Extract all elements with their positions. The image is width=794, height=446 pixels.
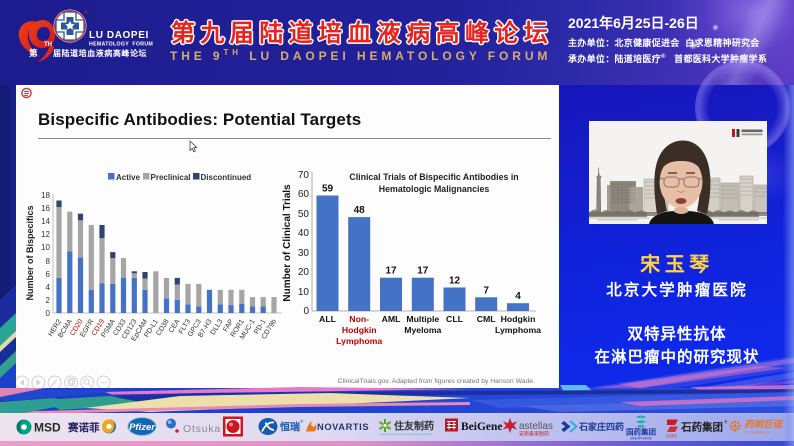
svg-text:石家庄四药: 石家庄四药	[578, 421, 624, 432]
svg-text:Lymphoma: Lymphoma	[336, 336, 382, 346]
svg-text:NOVARTIS: NOVARTIS	[317, 422, 369, 432]
svg-text:18: 18	[41, 191, 50, 200]
svg-text:安斯泰来制药: 安斯泰来制药	[519, 431, 549, 438]
svg-text:住友制药: 住友制药	[394, 420, 434, 433]
svg-text:国药集团: 国药集团	[626, 427, 656, 437]
svg-text:12: 12	[449, 276, 461, 287]
svg-text:70: 70	[298, 170, 310, 181]
svg-text:Active: Active	[116, 173, 141, 182]
svg-text:4: 4	[46, 283, 51, 292]
svg-text:10: 10	[41, 243, 50, 252]
svg-text:届陆道培血液病高峰论坛: 届陆道培血液病高峰论坛	[53, 48, 147, 58]
svg-text:0: 0	[46, 309, 51, 318]
svg-text:Myeloma: Myeloma	[404, 325, 441, 335]
svg-text:Preclinical: Preclinical	[151, 173, 191, 182]
svg-text:Clinical Trials of Bispecific: Clinical Trials of Bispecific Antibodies…	[349, 172, 518, 182]
svg-text:17: 17	[417, 266, 429, 277]
svg-text:16: 16	[41, 204, 50, 213]
svg-text:药明巨诺: 药明巨诺	[744, 419, 785, 431]
svg-text:Multiple: Multiple	[406, 314, 439, 324]
svg-text:Hodgkin: Hodgkin	[501, 314, 536, 324]
svg-text:MSD: MSD	[34, 421, 61, 435]
svg-text:JW Therapeutics: JW Therapeutics	[744, 431, 770, 435]
svg-text:Otsuka: Otsuka	[183, 423, 221, 435]
svg-text:48: 48	[354, 205, 366, 216]
svg-text:ALL: ALL	[319, 314, 337, 324]
svg-text:赛诺菲: 赛诺菲	[67, 421, 100, 434]
svg-text:4: 4	[515, 291, 521, 302]
svg-text:CSPC: CSPC	[666, 434, 678, 439]
svg-text:0: 0	[303, 306, 309, 317]
svg-text:40: 40	[298, 228, 310, 239]
svg-text:10: 10	[298, 287, 310, 298]
svg-text:30: 30	[298, 248, 310, 259]
svg-text:17: 17	[385, 266, 397, 277]
svg-text:2: 2	[46, 296, 51, 305]
svg-text:14: 14	[41, 217, 50, 226]
svg-text:石药集团: 石药集团	[680, 421, 723, 434]
svg-text:Non-: Non-	[349, 314, 369, 324]
svg-text:SINOPHARM: SINOPHARM	[630, 437, 652, 441]
svg-text:Number of Clinical Trials: Number of Clinical Trials	[282, 184, 293, 302]
svg-text:Hematologic Malignancies: Hematologic Malignancies	[379, 184, 490, 194]
svg-text:59: 59	[322, 184, 334, 195]
svg-text:8: 8	[46, 257, 51, 266]
svg-text:恒瑞: 恒瑞	[280, 421, 300, 434]
svg-text:12: 12	[41, 230, 50, 239]
svg-text:Discontinued: Discontinued	[201, 173, 252, 182]
svg-text:CML: CML	[477, 314, 497, 324]
svg-text:AML: AML	[382, 314, 402, 324]
svg-text:7: 7	[483, 285, 489, 296]
svg-text:Number of Bispecifics: Number of Bispecifics	[25, 205, 35, 300]
svg-text:LU DAOPEI: LU DAOPEI	[89, 30, 149, 41]
svg-text:HEMATOLOGY FORUM: HEMATOLOGY FORUM	[89, 42, 153, 48]
svg-text:®: ®	[84, 9, 88, 16]
svg-text:Pfizer: Pfizer	[129, 422, 156, 433]
svg-text:®: ®	[300, 418, 304, 424]
svg-text:BeiGene: BeiGene	[461, 421, 503, 433]
svg-text:ClinicalTrials.gov. Adapted fr: ClinicalTrials.gov. Adapted from figures…	[338, 378, 535, 385]
svg-text:®: ®	[724, 419, 728, 425]
svg-text:Lymphoma: Lymphoma	[495, 325, 541, 335]
svg-text:Hodgkin: Hodgkin	[342, 325, 377, 335]
svg-text:CLL: CLL	[446, 314, 464, 324]
svg-text:50: 50	[298, 209, 310, 220]
svg-text:astellas: astellas	[519, 421, 553, 432]
svg-text:20: 20	[298, 267, 310, 278]
svg-text:第: 第	[29, 48, 38, 58]
svg-text:60: 60	[298, 189, 310, 200]
svg-text:6: 6	[46, 270, 51, 279]
svg-text:TH: TH	[44, 42, 52, 48]
